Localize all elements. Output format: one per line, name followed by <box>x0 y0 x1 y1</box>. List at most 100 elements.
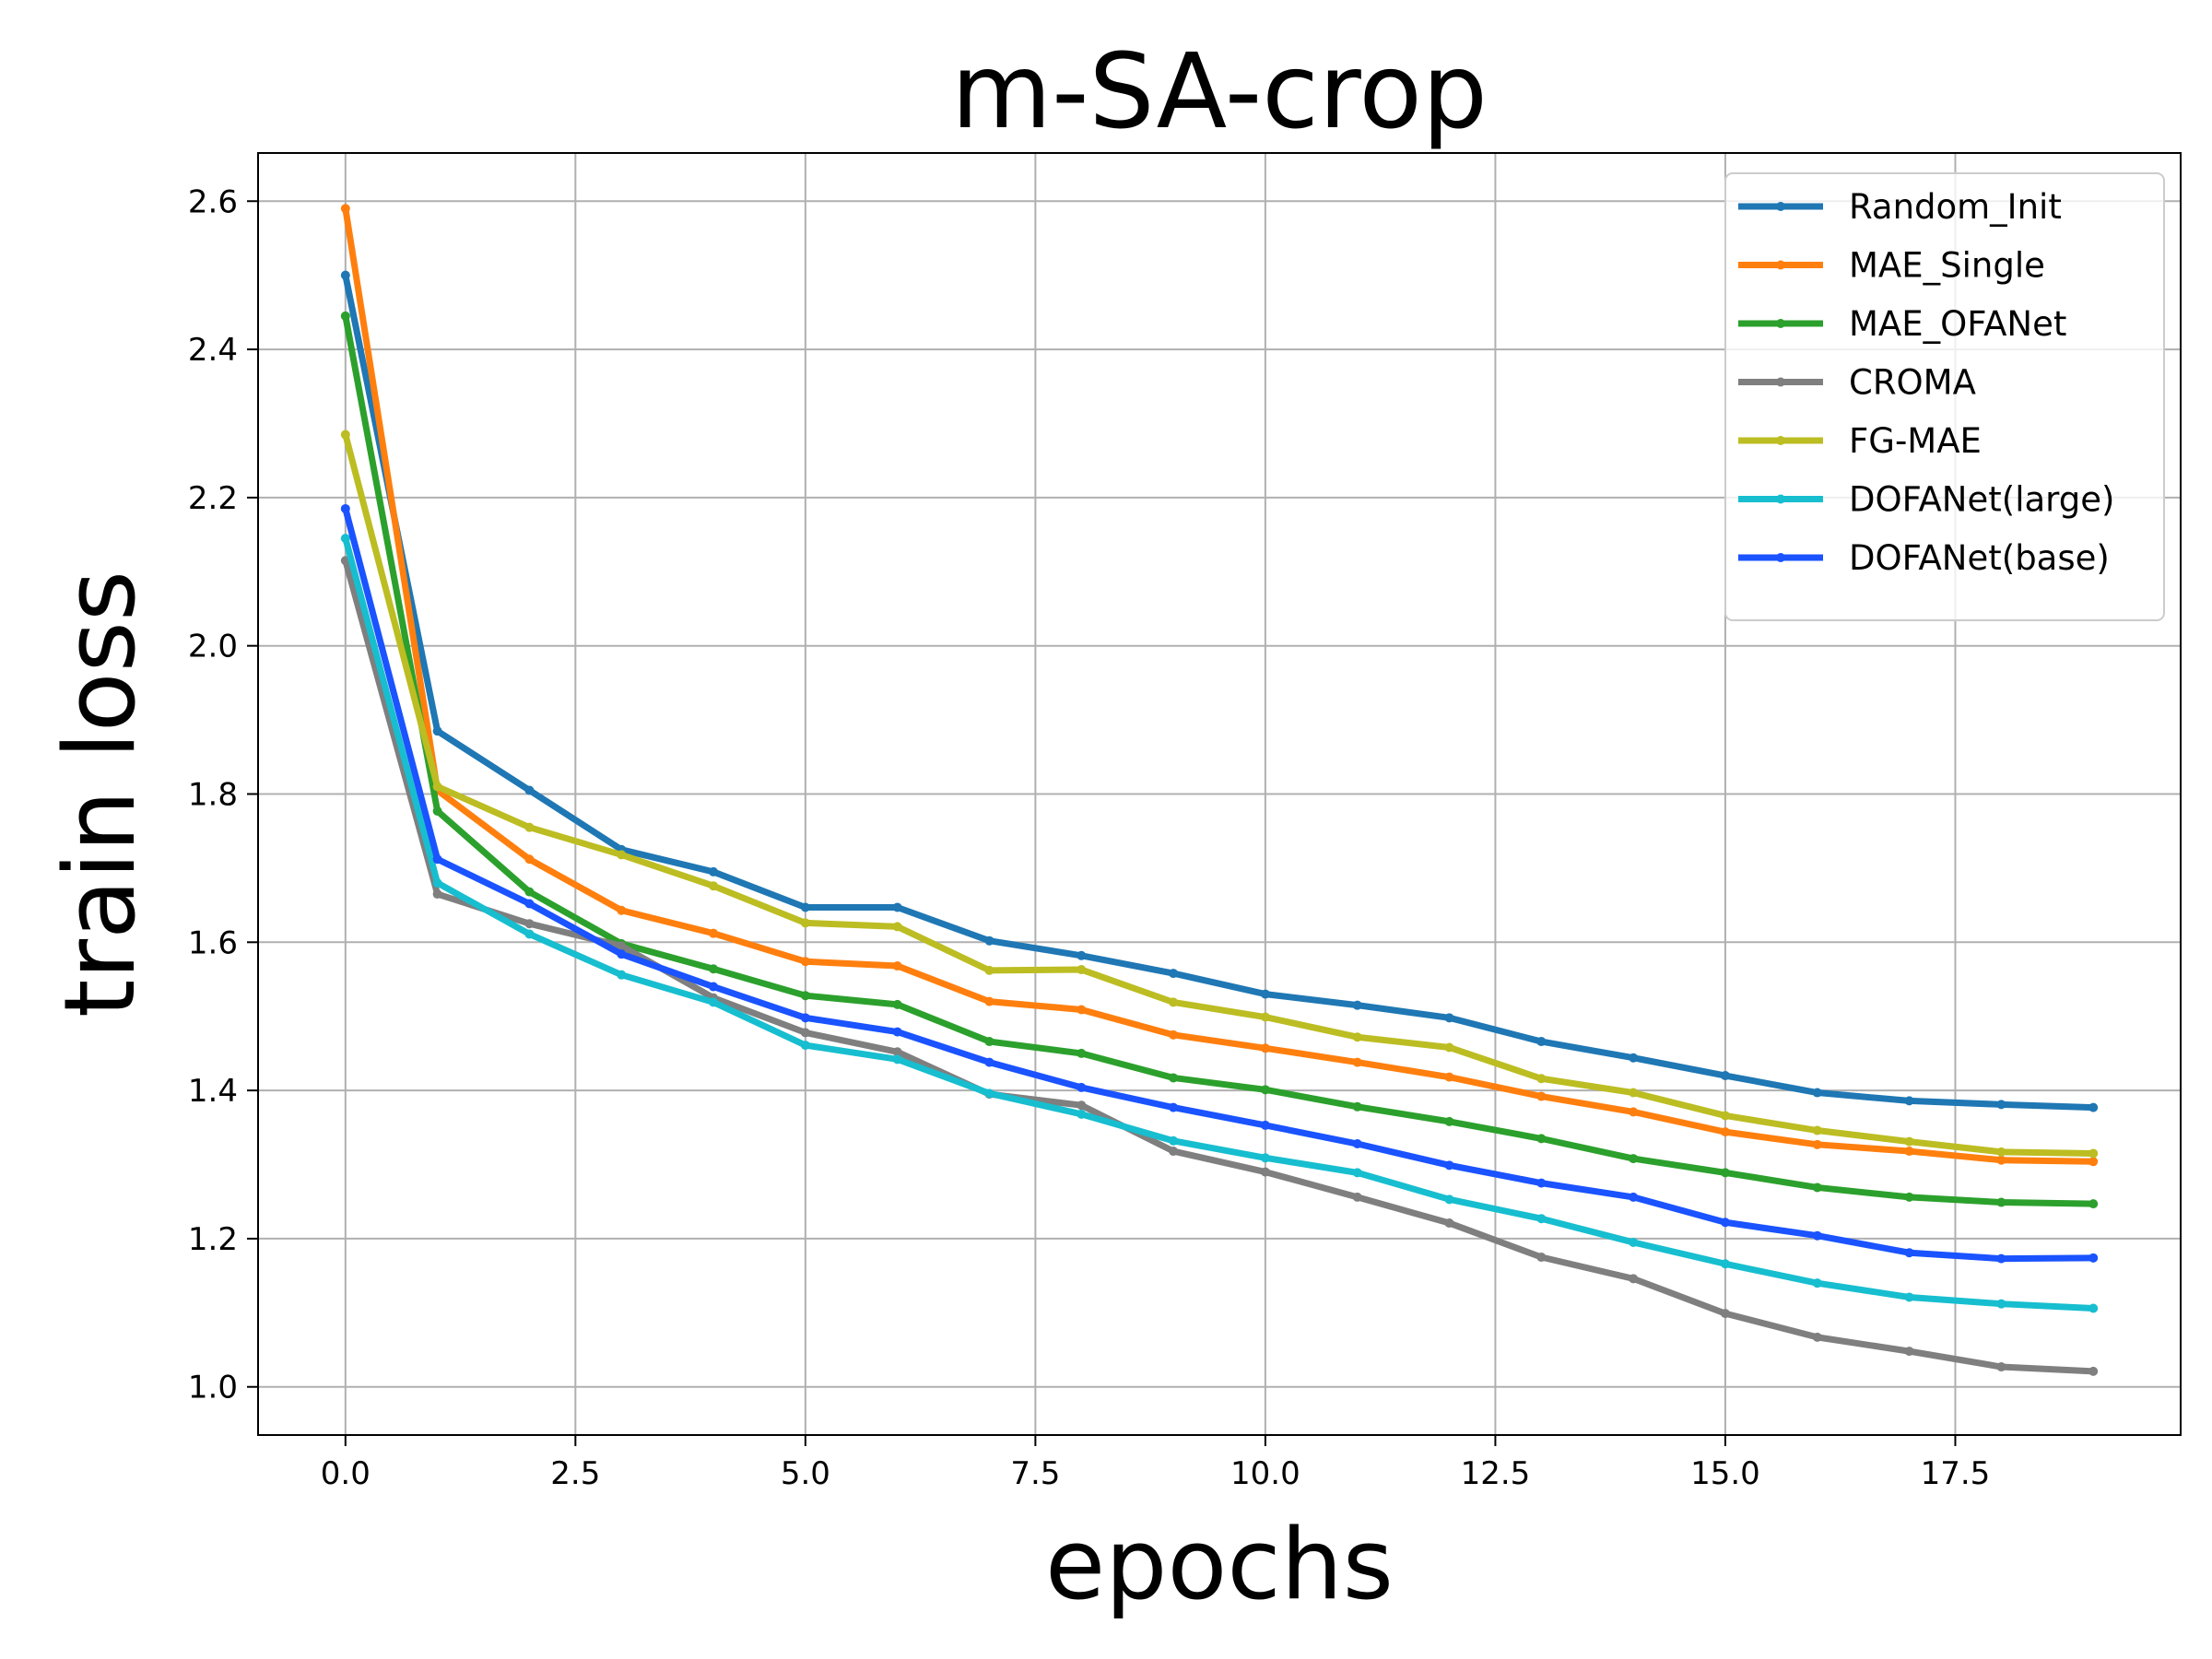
data-point <box>892 999 902 1009</box>
axis-ticks: 0.0 2.5 5.0 7.5 10.0 12.5 15.0 17.5 1.0 1.2 1.4 1.6… <box>188 183 1990 1492</box>
data-point <box>1629 1053 1639 1063</box>
data-point <box>2088 1148 2099 1159</box>
legend-marker <box>1776 260 1785 270</box>
data-point <box>1536 1074 1547 1084</box>
data-point <box>432 854 442 865</box>
data-point <box>617 850 627 860</box>
data-point <box>1996 1197 2006 1207</box>
data-point <box>709 881 719 891</box>
data-point <box>1904 1248 1914 1258</box>
legend-label: DOFANet(base) <box>1849 538 2110 578</box>
data-point <box>800 1041 810 1051</box>
data-point <box>617 949 627 959</box>
data-point <box>1536 1091 1547 1101</box>
data-point <box>1536 1178 1547 1188</box>
data-point <box>1352 1192 1362 1202</box>
data-point <box>1904 1292 1914 1302</box>
legend-marker <box>1776 202 1785 211</box>
data-point <box>1996 1253 2006 1264</box>
data-point <box>1720 1071 1730 1081</box>
data-point <box>1077 1100 1087 1111</box>
data-point <box>524 899 535 909</box>
data-point <box>524 887 535 897</box>
y-tick-label: 2.6 <box>188 183 238 220</box>
data-point <box>1629 1274 1639 1284</box>
x-tick-label: 5.0 <box>781 1455 830 1492</box>
data-point <box>892 1027 902 1037</box>
data-point <box>432 877 442 888</box>
data-point <box>1352 1139 1362 1149</box>
legend: Random_Init MAE_Single MAE_OFANet CROMA FG-M… <box>1724 172 2165 621</box>
chart-title: m-SA-crop <box>951 32 1488 152</box>
series-line-MAE_OFANet <box>342 312 2097 1207</box>
data-point <box>1260 1120 1270 1130</box>
data-point <box>1260 1043 1270 1053</box>
data-point <box>1260 989 1270 999</box>
x-tick-label: 10.0 <box>1230 1455 1300 1492</box>
data-point <box>984 996 994 1006</box>
data-point <box>1077 1048 1087 1058</box>
data-point <box>1352 1032 1362 1042</box>
y-tick-label: 1.8 <box>188 777 238 814</box>
data-point <box>340 534 350 544</box>
data-point <box>1169 1135 1179 1146</box>
data-point <box>1536 1037 1547 1047</box>
data-point <box>1629 1192 1639 1202</box>
data-point <box>2088 1199 2099 1209</box>
data-point <box>1260 1153 1270 1163</box>
data-point <box>524 854 535 865</box>
series-lines <box>340 204 2099 1376</box>
data-point <box>800 1028 810 1038</box>
data-point <box>1077 1005 1087 1015</box>
data-point <box>432 726 442 736</box>
legend-label: FG-MAE <box>1849 421 1982 461</box>
data-point <box>340 503 350 513</box>
data-point <box>1169 969 1179 979</box>
data-point <box>1812 1230 1822 1241</box>
x-axis-title: epochs <box>1045 1508 1394 1621</box>
data-point <box>800 991 810 1001</box>
data-point <box>984 935 994 946</box>
data-point <box>1720 1111 1730 1121</box>
data-point <box>1169 1073 1179 1083</box>
data-point <box>1444 1116 1454 1126</box>
x-tick-label: 2.5 <box>550 1455 600 1492</box>
data-point <box>1077 965 1087 975</box>
data-point <box>1629 1237 1639 1247</box>
data-point <box>800 902 810 912</box>
y-tick-label: 2.4 <box>188 332 238 369</box>
data-point <box>524 785 535 795</box>
data-point <box>524 929 535 939</box>
data-point <box>432 889 442 900</box>
data-point <box>1720 1168 1730 1178</box>
data-point <box>1720 1127 1730 1137</box>
data-point <box>1444 1218 1454 1229</box>
data-point <box>340 311 350 321</box>
y-tick-label: 1.4 <box>188 1073 238 1110</box>
data-point <box>617 970 627 980</box>
legend-label: MAE_OFANet <box>1849 304 2066 344</box>
data-point <box>1077 1109 1087 1119</box>
data-point <box>2088 1157 2099 1167</box>
data-point <box>1536 1214 1547 1224</box>
data-point <box>1904 1136 1914 1147</box>
data-point <box>1812 1139 1822 1149</box>
data-point <box>984 965 994 975</box>
data-point <box>1352 1168 1362 1178</box>
series-line-CROMA <box>342 557 2097 1375</box>
data-point <box>1169 1102 1179 1112</box>
data-point <box>1629 1154 1639 1164</box>
data-point <box>1352 1000 1362 1010</box>
data-point <box>1996 1362 2006 1372</box>
series-line-FG-MAE <box>342 431 2097 1157</box>
x-tick-label: 0.0 <box>321 1455 371 1492</box>
data-point <box>2088 1102 2099 1112</box>
data-point <box>892 922 902 932</box>
data-point <box>2088 1303 2099 1313</box>
data-point <box>892 961 902 971</box>
y-tick-label: 1.2 <box>188 1221 238 1258</box>
data-point <box>892 1047 902 1057</box>
data-point <box>892 902 902 912</box>
